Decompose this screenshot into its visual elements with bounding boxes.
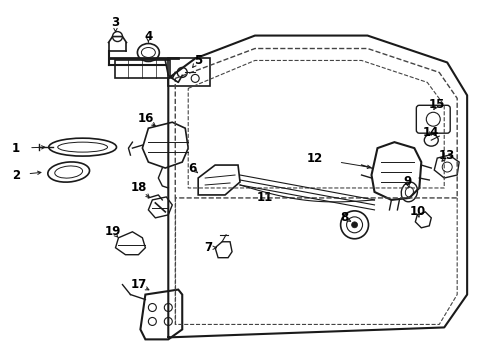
Bar xyxy=(168,58,210,86)
Text: 13: 13 xyxy=(438,149,454,162)
Text: 18: 18 xyxy=(130,181,146,194)
Text: 5: 5 xyxy=(194,54,202,67)
Text: 12: 12 xyxy=(306,152,322,165)
Text: 1: 1 xyxy=(12,141,20,155)
Text: 11: 11 xyxy=(256,192,272,204)
Text: 4: 4 xyxy=(144,30,152,43)
Text: 6: 6 xyxy=(188,162,196,175)
Text: 19: 19 xyxy=(104,225,121,238)
Text: 2: 2 xyxy=(12,168,20,181)
Bar xyxy=(115,60,170,78)
Text: 17: 17 xyxy=(130,278,146,291)
Text: 10: 10 xyxy=(408,205,425,219)
Text: 9: 9 xyxy=(403,175,411,189)
Text: 3: 3 xyxy=(111,16,120,29)
Text: 7: 7 xyxy=(203,241,212,254)
Text: 16: 16 xyxy=(137,112,153,125)
Text: 15: 15 xyxy=(428,98,445,111)
Circle shape xyxy=(351,222,357,228)
Text: 14: 14 xyxy=(422,126,439,139)
Text: 8: 8 xyxy=(340,211,348,224)
